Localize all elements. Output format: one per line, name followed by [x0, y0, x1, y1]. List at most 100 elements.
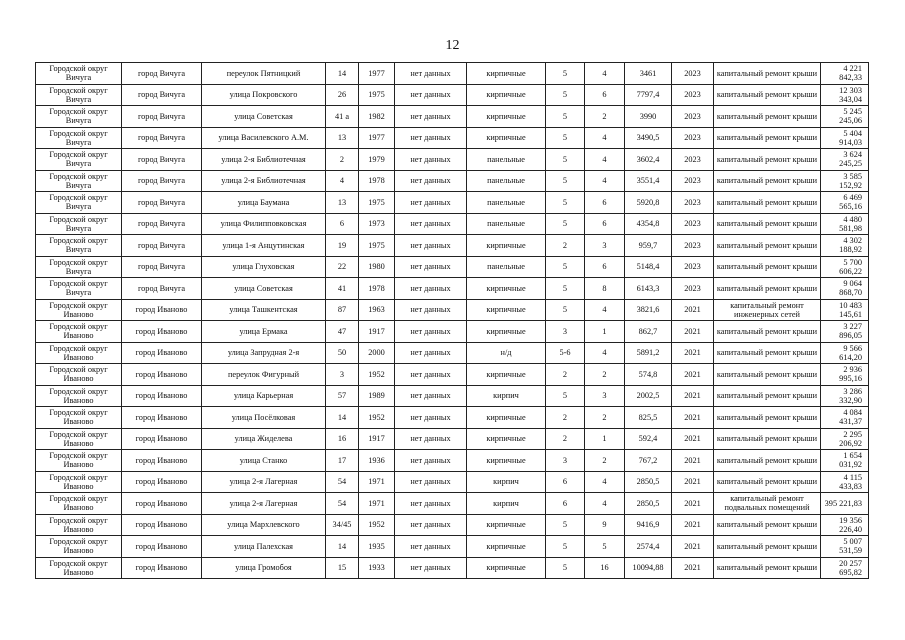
- cell-settlement: город Иваново: [121, 513, 202, 536]
- cell-street: улица 2-я Библиотечная: [201, 148, 326, 171]
- cell-entrances: 4: [584, 298, 625, 321]
- cell-house-number: 57: [325, 384, 359, 407]
- cell-house-number: 3: [325, 363, 359, 386]
- cell-wall-material: панельные: [466, 148, 546, 171]
- table-row: Городской округ Вичуга город Вичуга переул…: [35, 62, 869, 85]
- cell-floors: 5: [545, 126, 585, 149]
- cell-house-number: 47: [325, 320, 359, 343]
- cell-municipality: Городской округ Иваново: [35, 427, 122, 450]
- table-row: Городской округ Вичуга город Вичуга улица …: [35, 191, 869, 214]
- cell-municipality: Городской округ Иваново: [35, 298, 122, 321]
- cell-build-year: 1963: [358, 298, 395, 321]
- cell-municipality: Городской округ Вичуга: [35, 83, 122, 106]
- cell-settlement: город Иваново: [121, 449, 202, 472]
- cell-municipality: Городской округ Вичуга: [35, 169, 122, 192]
- cell-settlement: город Иваново: [121, 427, 202, 450]
- cell-floors: 2: [545, 427, 585, 450]
- cell-municipality: Городской округ Вичуга: [35, 277, 122, 300]
- cell-house-number: 14: [325, 535, 359, 558]
- table-row: Городской округ Иваново город Иваново улиц…: [35, 492, 869, 515]
- cell-street: улица Советская: [201, 277, 326, 300]
- cell-settlement: город Вичуга: [121, 83, 202, 106]
- cell-build-year: 1952: [358, 363, 395, 386]
- cell-last-repair-year: нет данных: [394, 492, 467, 515]
- cell-total-area: 574,8: [624, 363, 672, 386]
- cell-last-repair-year: нет данных: [394, 234, 467, 257]
- cell-last-repair-year: нет данных: [394, 169, 467, 192]
- cell-municipality: Городской округ Иваново: [35, 513, 122, 536]
- cell-total-area: 2002,5: [624, 384, 672, 407]
- cell-municipality: Городской округ Вичуга: [35, 255, 122, 278]
- cell-settlement: город Вичуга: [121, 212, 202, 235]
- table-row: Городской округ Вичуга город Вичуга улица …: [35, 83, 869, 106]
- cell-wall-material: панельные: [466, 255, 546, 278]
- cell-floors: 5: [545, 277, 585, 300]
- cell-repair-year: 2021: [671, 513, 714, 536]
- cell-floors: 2: [545, 406, 585, 429]
- cell-wall-material: кирпичные: [466, 320, 546, 343]
- cell-wall-material: кирпичные: [466, 126, 546, 149]
- cell-total-area: 3490,5: [624, 126, 672, 149]
- cell-entrances: 1: [584, 427, 625, 450]
- cell-street: улица 2-я Лагерная: [201, 492, 326, 515]
- cell-municipality: Городской округ Иваново: [35, 535, 122, 558]
- cell-build-year: 1933: [358, 556, 395, 579]
- cell-last-repair-year: нет данных: [394, 449, 467, 472]
- cell-floors: 5: [545, 169, 585, 192]
- cell-house-number: 16: [325, 427, 359, 450]
- cell-repair-cost: 10 483 145,61: [820, 298, 869, 321]
- cell-repair-type: капитальный ремонт подвальных помещений: [713, 492, 821, 515]
- cell-last-repair-year: нет данных: [394, 298, 467, 321]
- cell-wall-material: кирпич: [466, 470, 546, 493]
- cell-settlement: город Вичуга: [121, 255, 202, 278]
- cell-repair-year: 2023: [671, 234, 714, 257]
- cell-street: улица Филипповковская: [201, 212, 326, 235]
- cell-build-year: 1971: [358, 470, 395, 493]
- cell-floors: 5: [545, 191, 585, 214]
- cell-repair-type: капитальный ремонт крыши: [713, 427, 821, 450]
- cell-total-area: 5891,2: [624, 341, 672, 364]
- cell-last-repair-year: нет данных: [394, 320, 467, 343]
- cell-floors: 5: [545, 556, 585, 579]
- cell-repair-cost: 4 084 431,37: [820, 406, 869, 429]
- cell-street: улица 2-я Библиотечная: [201, 169, 326, 192]
- cell-repair-cost: 2 295 206,92: [820, 427, 869, 450]
- cell-settlement: город Иваново: [121, 341, 202, 364]
- cell-repair-year: 2021: [671, 341, 714, 364]
- cell-wall-material: панельные: [466, 191, 546, 214]
- cell-total-area: 5920,8: [624, 191, 672, 214]
- cell-street: улица 2-я Лагерная: [201, 470, 326, 493]
- cell-repair-type: капитальный ремонт инженерных сетей: [713, 298, 821, 321]
- cell-repair-type: капитальный ремонт крыши: [713, 255, 821, 278]
- cell-repair-cost: 4 480 581,98: [820, 212, 869, 235]
- cell-house-number: 50: [325, 341, 359, 364]
- cell-last-repair-year: нет данных: [394, 556, 467, 579]
- cell-entrances: 4: [584, 126, 625, 149]
- table-row: Городской округ Иваново город Иваново улиц…: [35, 406, 869, 429]
- cell-last-repair-year: нет данных: [394, 105, 467, 128]
- table-row: Городской округ Иваново город Иваново улиц…: [35, 320, 869, 343]
- cell-entrances: 9: [584, 513, 625, 536]
- cell-floors: 5: [545, 535, 585, 558]
- cell-street: улица Баумана: [201, 191, 326, 214]
- cell-build-year: 1975: [358, 191, 395, 214]
- cell-repair-cost: 6 469 565,16: [820, 191, 869, 214]
- cell-repair-year: 2023: [671, 212, 714, 235]
- cell-total-area: 9416,9: [624, 513, 672, 536]
- cell-settlement: город Вичуга: [121, 277, 202, 300]
- cell-wall-material: кирпичные: [466, 513, 546, 536]
- cell-street: улица Посёлковая: [201, 406, 326, 429]
- cell-repair-year: 2023: [671, 169, 714, 192]
- cell-wall-material: кирпичные: [466, 298, 546, 321]
- cell-entrances: 16: [584, 556, 625, 579]
- cell-repair-year: 2021: [671, 470, 714, 493]
- cell-street: улица Ташкентская: [201, 298, 326, 321]
- cell-house-number: 13: [325, 126, 359, 149]
- cell-street: улица Карьерная: [201, 384, 326, 407]
- cell-repair-type: капитальный ремонт крыши: [713, 535, 821, 558]
- cell-total-area: 3990: [624, 105, 672, 128]
- cell-wall-material: панельные: [466, 169, 546, 192]
- cell-settlement: город Вичуга: [121, 62, 202, 85]
- cell-settlement: город Иваново: [121, 384, 202, 407]
- cell-municipality: Городской округ Иваново: [35, 384, 122, 407]
